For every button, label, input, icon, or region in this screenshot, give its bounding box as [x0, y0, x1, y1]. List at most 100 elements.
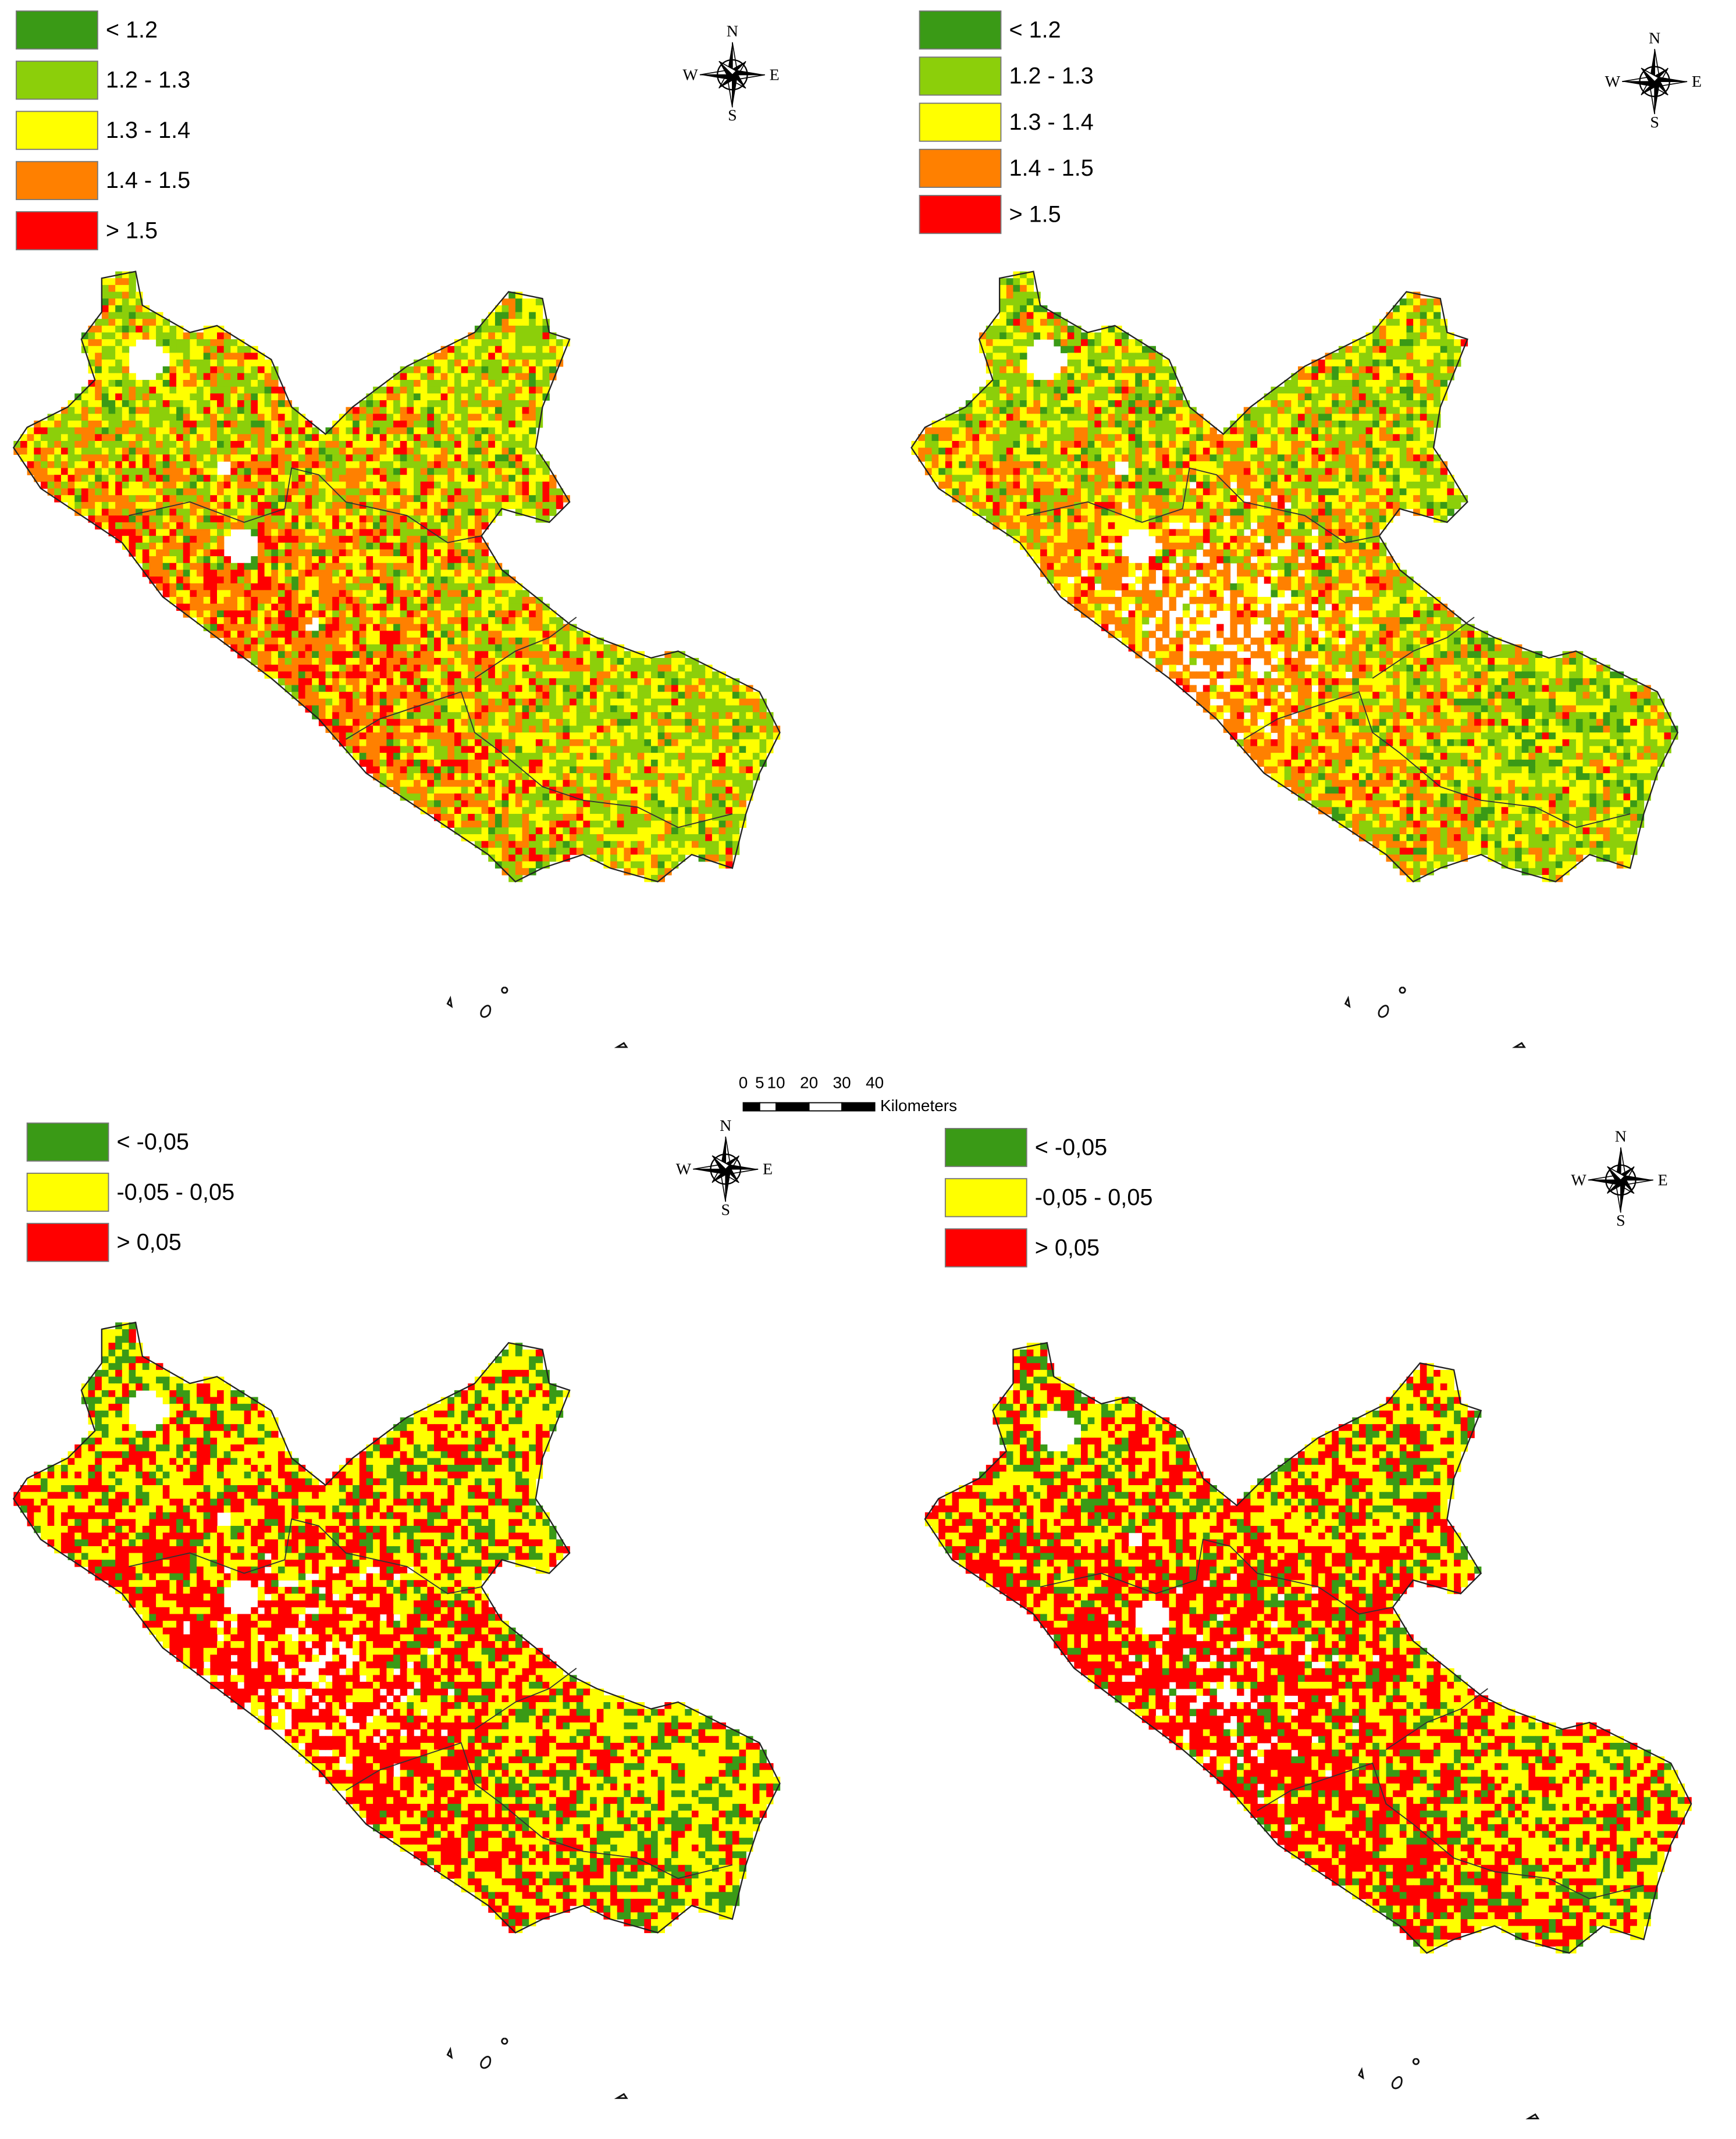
cell [474, 610, 482, 618]
cell [115, 508, 123, 516]
cell [495, 386, 503, 394]
cell [366, 603, 373, 611]
cell [556, 780, 564, 788]
cell [590, 692, 597, 699]
cell [108, 434, 116, 442]
cell [508, 346, 516, 354]
cell [359, 685, 367, 692]
cell [427, 624, 435, 632]
cell [400, 759, 408, 767]
cell [529, 617, 536, 625]
cell [671, 820, 679, 828]
cell [230, 631, 238, 638]
cell [481, 583, 489, 591]
cell [678, 685, 685, 692]
cell [461, 529, 468, 536]
cell [373, 549, 380, 557]
cell [671, 705, 679, 713]
cell [373, 468, 380, 475]
cell [535, 610, 543, 618]
cell [1013, 346, 1020, 354]
cell [264, 495, 272, 503]
cell [312, 440, 319, 449]
cell [501, 820, 509, 828]
cell [149, 312, 156, 319]
cell [379, 597, 387, 604]
cell [610, 692, 618, 699]
cell [631, 834, 638, 842]
cell [447, 360, 455, 367]
cell [67, 440, 75, 449]
cell [400, 603, 408, 611]
cell [495, 698, 503, 706]
cell [488, 780, 496, 788]
cell [271, 386, 279, 394]
cell [325, 664, 333, 672]
cell [705, 671, 713, 679]
cell [407, 468, 414, 475]
cell [400, 773, 408, 781]
cell [712, 671, 720, 679]
cell [183, 339, 191, 347]
cell [339, 576, 347, 584]
cell [264, 631, 272, 638]
cell [244, 488, 251, 496]
cell [359, 414, 367, 421]
cell [691, 793, 699, 801]
cell [488, 718, 496, 727]
cell [631, 671, 638, 679]
cell [325, 597, 333, 604]
cell [108, 454, 116, 462]
cell [74, 434, 82, 442]
cell [400, 651, 408, 659]
cell [271, 414, 279, 421]
cell [108, 501, 116, 510]
cell [535, 827, 543, 835]
cell [197, 468, 204, 475]
cell [210, 536, 218, 543]
cell [610, 793, 618, 801]
cell [427, 475, 435, 482]
cell [115, 339, 123, 347]
cell [603, 807, 611, 814]
cell [318, 536, 326, 543]
cell [359, 570, 367, 577]
cell [535, 339, 543, 347]
cell [257, 386, 265, 394]
cell [501, 332, 509, 340]
cell [325, 624, 333, 632]
cell [264, 380, 272, 387]
cell [637, 807, 645, 814]
cell [81, 495, 89, 503]
cell [447, 501, 455, 510]
cell [298, 420, 306, 428]
cell [712, 854, 720, 862]
cell [603, 698, 611, 706]
cell [732, 773, 740, 781]
cell [407, 773, 414, 781]
cell [535, 759, 543, 767]
cell [339, 549, 347, 557]
cell [759, 732, 767, 740]
cell [332, 597, 340, 604]
cell [447, 346, 455, 354]
cell [312, 603, 319, 611]
cell [1413, 325, 1421, 333]
cell [197, 454, 204, 462]
cell [556, 501, 564, 510]
cell [454, 346, 462, 354]
cell [122, 339, 130, 347]
cell [610, 678, 618, 686]
cell [346, 657, 353, 665]
cell [271, 570, 279, 577]
cell [576, 657, 584, 665]
cell [583, 664, 590, 672]
cell [210, 576, 218, 584]
cell [468, 678, 475, 686]
cell [237, 427, 245, 435]
cell [461, 603, 468, 611]
cell [332, 468, 340, 475]
cell [373, 400, 380, 408]
cell [570, 773, 577, 781]
cell [291, 522, 299, 530]
